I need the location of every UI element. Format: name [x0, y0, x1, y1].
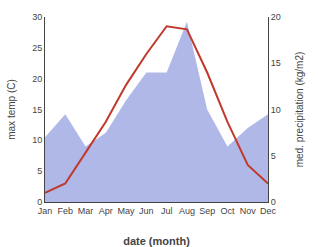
svg-text:25: 25 [32, 43, 42, 53]
svg-text:15: 15 [271, 58, 281, 68]
svg-text:Jul: Jul [161, 206, 173, 216]
svg-text:Feb: Feb [58, 206, 74, 216]
svg-text:Dec: Dec [260, 206, 277, 216]
svg-text:5: 5 [271, 151, 276, 161]
svg-text:med. precipitation (kg/m2): med. precipitation (kg/m2) [294, 52, 305, 168]
svg-text:Mar: Mar [78, 206, 94, 216]
svg-text:Jun: Jun [139, 206, 154, 216]
svg-text:May: May [118, 206, 136, 216]
svg-text:Aug: Aug [179, 206, 195, 216]
svg-text:15: 15 [32, 105, 42, 115]
svg-text:max temp (C): max temp (C) [6, 79, 17, 140]
svg-text:10: 10 [32, 135, 42, 145]
svg-text:Apr: Apr [99, 206, 113, 216]
svg-text:Nov: Nov [240, 206, 257, 216]
svg-text:30: 30 [32, 12, 42, 22]
svg-text:0: 0 [37, 197, 42, 207]
svg-text:10: 10 [271, 105, 281, 115]
svg-text:Jan: Jan [38, 206, 53, 216]
svg-text:5: 5 [37, 166, 42, 176]
svg-text:date (month): date (month) [123, 235, 190, 247]
svg-text:Oct: Oct [220, 206, 235, 216]
svg-text:20: 20 [271, 12, 281, 22]
svg-text:0: 0 [271, 197, 276, 207]
svg-text:Sep: Sep [199, 206, 215, 216]
svg-text:20: 20 [32, 74, 42, 84]
